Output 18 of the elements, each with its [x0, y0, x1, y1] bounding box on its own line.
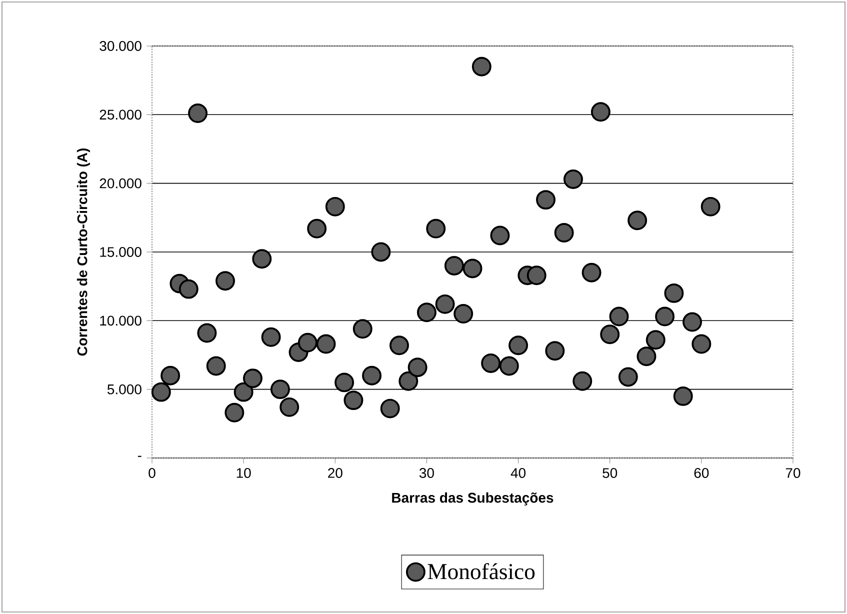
y-tick-label: 20.000: [100, 178, 142, 188]
y-tick-label: 10.000: [100, 316, 142, 326]
x-tick-label: 10: [236, 468, 251, 478]
y-tick-label: 15.000: [100, 247, 142, 257]
legend-label: Monofásico: [428, 563, 535, 580]
x-tick-label: 50: [602, 468, 618, 478]
x-axis-title: Barras das Subestações: [392, 492, 554, 506]
y-tick-label: 25.000: [100, 110, 142, 120]
y-axis-title: Correntes de Curto-Circuito (A): [76, 148, 90, 356]
x-tick-label: 20: [328, 468, 342, 478]
x-tick-label: 30: [419, 468, 434, 478]
y-tick-label: -: [138, 456, 142, 457]
x-tick-label: 60: [694, 468, 709, 478]
y-tick-label: 5.000: [107, 384, 142, 394]
x-tick-label: 0: [148, 468, 156, 478]
y-tick-label: 30.000: [100, 41, 142, 51]
x-tick-label: 40: [510, 468, 526, 478]
x-tick-label: 70: [786, 468, 800, 478]
